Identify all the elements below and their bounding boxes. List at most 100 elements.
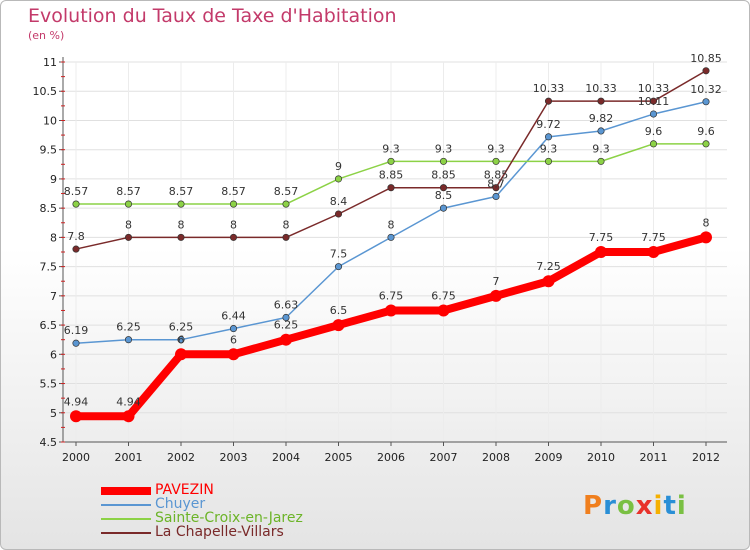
data-label: 8.85 bbox=[431, 169, 456, 182]
data-label: 7 bbox=[493, 275, 500, 288]
data-point bbox=[702, 98, 710, 106]
data-label: 10.85 bbox=[690, 52, 722, 65]
data-point bbox=[227, 348, 240, 361]
data-point bbox=[439, 184, 448, 192]
data-label: 7.8 bbox=[67, 230, 85, 243]
y-tick-label: 11 bbox=[43, 56, 57, 69]
data-label: 9.72 bbox=[536, 118, 561, 131]
data-point bbox=[385, 304, 397, 317]
data-label: 8 bbox=[283, 218, 290, 231]
data-label: 4.94 bbox=[116, 395, 141, 408]
y-tick-label: 9 bbox=[50, 173, 57, 186]
data-point bbox=[229, 325, 238, 333]
data-point bbox=[387, 157, 395, 165]
data-label: 8.7 bbox=[487, 177, 505, 190]
data-label: 9.3 bbox=[435, 142, 453, 155]
data-label: 8 bbox=[388, 218, 395, 231]
data-label: 8.57 bbox=[64, 185, 89, 198]
legend-label-pavezin: PAVEZIN bbox=[155, 482, 214, 498]
data-label: 8.57 bbox=[274, 185, 299, 198]
data-label: 8.57 bbox=[116, 185, 141, 198]
data-point bbox=[282, 233, 290, 241]
data-point bbox=[647, 246, 660, 258]
data-label: 10.33 bbox=[533, 82, 565, 95]
series-lines bbox=[70, 67, 712, 423]
y-tick-label: 5.5 bbox=[40, 378, 58, 391]
data-point bbox=[597, 127, 605, 135]
data-point bbox=[124, 200, 133, 208]
data-point bbox=[544, 97, 553, 105]
x-tick-label: 2009 bbox=[535, 451, 563, 464]
data-label: 8.57 bbox=[221, 185, 246, 198]
data-point bbox=[649, 110, 658, 118]
axes: 4.5 5 5.5 6 6.5 7 7.5 8 8.5 9 9.5 10 10.5 11 2000 2001 2… bbox=[33, 56, 727, 464]
x-tick-label: 2000 bbox=[62, 451, 90, 464]
data-point bbox=[177, 336, 185, 344]
data-label: 8.85 bbox=[379, 169, 404, 182]
y-tick-label: 6.5 bbox=[40, 319, 58, 332]
data-point bbox=[700, 231, 712, 244]
data-point bbox=[542, 275, 555, 288]
data-label: 6.25 bbox=[169, 321, 194, 334]
data-point bbox=[492, 192, 500, 201]
data-label: 9 bbox=[335, 160, 342, 173]
data-point bbox=[72, 245, 80, 253]
data-point bbox=[280, 333, 292, 346]
data-point bbox=[122, 410, 135, 423]
x-tick-label: 2006 bbox=[377, 451, 405, 464]
data-label: 7.75 bbox=[641, 231, 666, 244]
data-point bbox=[334, 263, 343, 271]
data-label: 8 bbox=[178, 218, 185, 231]
data-label: 6.19 bbox=[64, 324, 89, 337]
legend-swatch-chuyer bbox=[101, 504, 151, 506]
y-tick-label: 10.5 bbox=[33, 85, 58, 98]
data-label: 7.25 bbox=[536, 260, 561, 273]
data-point bbox=[229, 233, 238, 241]
data-point bbox=[334, 210, 343, 218]
chart-title: Evolution du Taux de Taxe d'Habitation bbox=[28, 5, 397, 27]
data-label: 9.6 bbox=[697, 125, 715, 138]
data-label: 8 bbox=[230, 218, 237, 231]
data-label: 8.57 bbox=[169, 185, 194, 198]
data-label: 8 bbox=[703, 216, 710, 229]
data-point bbox=[597, 97, 605, 105]
data-point bbox=[439, 204, 448, 212]
x-tick-label: 2005 bbox=[325, 451, 353, 464]
x-tick-label: 2004 bbox=[272, 451, 300, 464]
data-label: 8 bbox=[125, 218, 132, 231]
data-label: 6.25 bbox=[116, 321, 141, 334]
data-point bbox=[175, 348, 187, 361]
data-label: 6.63 bbox=[274, 298, 299, 311]
data-point bbox=[229, 200, 238, 208]
data-label: 6.75 bbox=[431, 289, 456, 302]
data-point bbox=[282, 313, 290, 322]
data-point bbox=[437, 304, 450, 317]
data-label: 8.5 bbox=[435, 189, 453, 202]
data-point bbox=[387, 233, 395, 241]
y-tick-label: 10 bbox=[43, 114, 57, 127]
data-label: 9.82 bbox=[589, 112, 614, 125]
x-tick-label: 2002 bbox=[167, 451, 195, 464]
data-label: 6.44 bbox=[221, 310, 246, 323]
proxiti-logo: Proxiti bbox=[583, 491, 687, 521]
x-tick-label: 2007 bbox=[430, 451, 458, 464]
data-point bbox=[439, 157, 448, 165]
data-label: 6 bbox=[230, 333, 237, 346]
data-label: 6.25 bbox=[274, 319, 299, 332]
legend-swatch-sainte-croix bbox=[101, 518, 151, 520]
data-point bbox=[492, 184, 500, 192]
y-tick-label: 6 bbox=[50, 348, 57, 361]
data-label: 8.85 bbox=[484, 169, 509, 182]
data-label: 7.75 bbox=[589, 231, 614, 244]
x-tick-label: 2011 bbox=[640, 451, 668, 464]
y-tick-label: 5 bbox=[50, 407, 57, 420]
data-label: 9.6 bbox=[645, 125, 663, 138]
y-tick-label: 4.5 bbox=[40, 436, 58, 449]
data-label: 9.3 bbox=[540, 142, 558, 155]
data-point bbox=[70, 410, 82, 423]
data-label: 9.3 bbox=[592, 142, 610, 155]
data-point bbox=[72, 339, 80, 347]
data-label: 10.32 bbox=[690, 83, 722, 96]
